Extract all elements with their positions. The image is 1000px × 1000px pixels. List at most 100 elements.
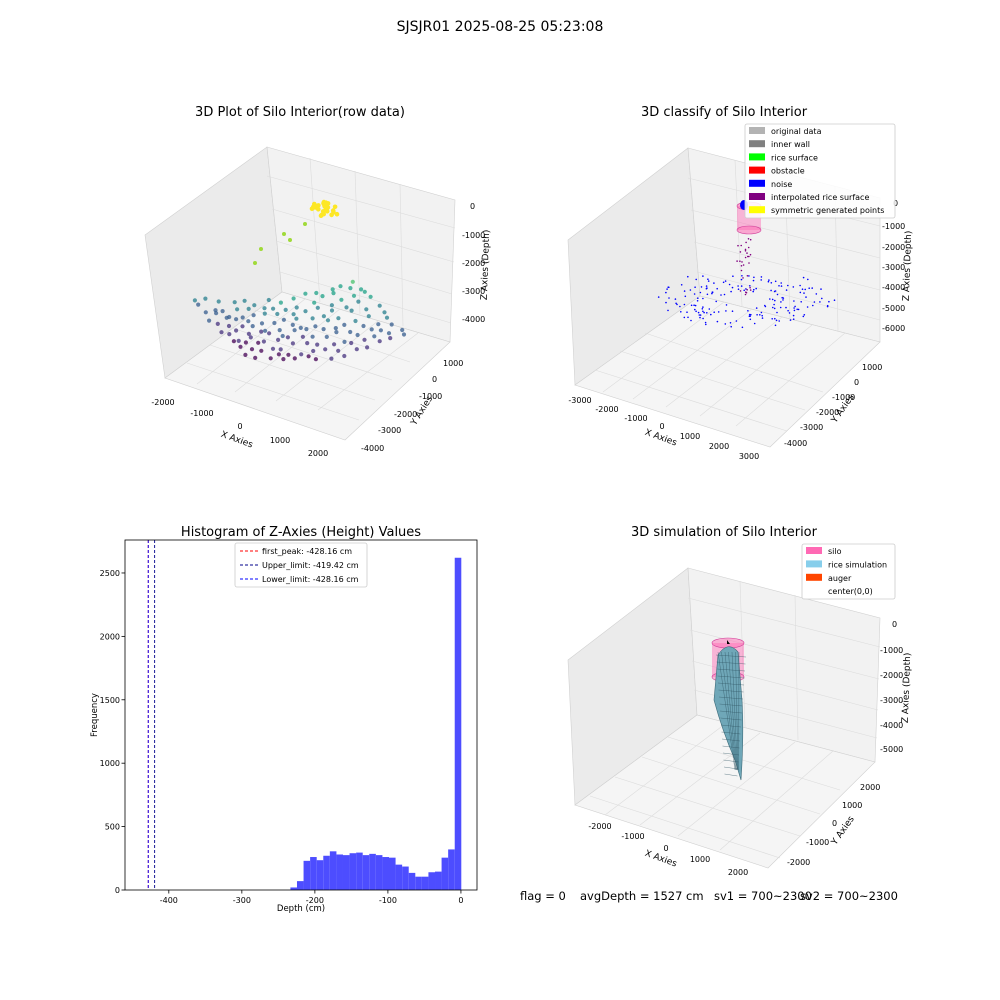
sim-mesh-line: [722, 745, 740, 749]
sim-legend-label: rice simulation: [828, 560, 887, 569]
classify-point: [771, 318, 773, 320]
classify-point: [769, 298, 771, 300]
sim-mesh-line: [724, 651, 737, 771]
classify-point: [792, 318, 795, 321]
classify-point: [725, 304, 728, 306]
raw-point: [342, 339, 347, 344]
raw-point: [378, 328, 383, 333]
raw-point: [275, 311, 280, 317]
raw-point: [207, 318, 212, 323]
classify-point: [731, 310, 734, 313]
sim-mesh-line: [717, 682, 745, 686]
classify-point: [675, 302, 677, 305]
classify-point: [753, 322, 756, 325]
cls-x-tick: -2000: [595, 405, 618, 414]
raw-point: [281, 317, 286, 322]
raw-point: [288, 238, 292, 242]
cls-z-tick: -4000: [882, 283, 905, 292]
raw-point: [316, 203, 321, 208]
hist-vlines: [147, 540, 156, 890]
raw-y-tick: -2000: [394, 410, 417, 419]
raw-point: [316, 207, 321, 212]
sim-x-tick: -1000: [621, 832, 644, 841]
classify-point: [735, 320, 738, 322]
classify-point: [731, 286, 734, 289]
raw-point: [299, 352, 304, 357]
raw-point: [261, 339, 266, 344]
classify-point: [770, 282, 773, 284]
classify-point: [740, 278, 743, 281]
raw-point: [331, 291, 336, 296]
raw-point: [362, 337, 367, 342]
raw-point: [329, 308, 335, 313]
hist-bar-7: [336, 854, 343, 890]
classify-point: [687, 275, 689, 278]
classify-point: [826, 305, 829, 308]
raw-point: [312, 204, 317, 209]
classify-point: [781, 296, 783, 299]
raw-point: [267, 331, 272, 336]
sim-mesh-line: [716, 668, 746, 672]
classify-point: [702, 306, 704, 308]
raw-point: [313, 357, 318, 362]
classify-point: [782, 299, 784, 301]
hist-bar-23: [441, 857, 449, 890]
classify-point: [773, 303, 775, 306]
classify-point: [780, 282, 782, 284]
hist-bar-1: [296, 881, 304, 890]
raw-z-tick: -4000: [462, 315, 485, 324]
raw-point: [282, 232, 286, 236]
sim-z-tick: -3000: [880, 696, 903, 705]
hist-bar-14: [382, 857, 389, 890]
classify-point: [747, 255, 749, 258]
sim-legend: silo rice simulation auger center(0,0): [801, 543, 896, 600]
cls-y-tick: 0: [854, 378, 859, 387]
raw-point: [321, 327, 326, 332]
raw-point: [238, 344, 243, 349]
raw-point: [253, 261, 257, 265]
classify-point: [737, 244, 739, 247]
raw-point: [227, 332, 232, 337]
footer-sv2: sv2 = 700~2300: [800, 889, 898, 903]
classify-point: [749, 286, 751, 289]
classify-point: [760, 311, 763, 314]
classify-point: [716, 320, 719, 323]
classify-point: [739, 251, 742, 253]
classify-point: [746, 252, 748, 254]
auger-icon: [727, 640, 730, 644]
raw-point: [369, 327, 374, 332]
raw-point: [344, 305, 349, 310]
classify-point: [803, 314, 806, 316]
classify-point: [695, 278, 697, 281]
sim-legend-swatch: [806, 573, 822, 581]
classify-point: [775, 319, 778, 322]
raw-y-tick: 0: [432, 375, 437, 384]
raw-point: [359, 287, 364, 292]
classify-point: [740, 285, 743, 287]
raw-point: [364, 307, 369, 312]
classify-point: [687, 316, 689, 319]
classify-point: [808, 287, 810, 290]
classify-point: [702, 317, 704, 320]
classify-point: [771, 298, 774, 301]
panel-classify-title: 3D classify of Silo Interior: [641, 105, 808, 120]
classify-point: [708, 308, 711, 310]
raw-point: [312, 300, 317, 305]
classify-point: [723, 293, 726, 296]
classify-point: [667, 309, 669, 312]
raw-point: [271, 306, 276, 311]
classify-point: [821, 297, 823, 300]
classify-point: [749, 289, 752, 291]
classify-point: [759, 314, 761, 316]
hist-bar-17: [402, 866, 409, 890]
hist-bar-10: [356, 852, 363, 890]
raw-point: [389, 322, 394, 327]
hist-bar-12: [369, 853, 376, 890]
cls-x-tick: 1000: [680, 432, 700, 441]
raw-point: [276, 337, 281, 342]
classify-point: [749, 238, 752, 241]
classify-point: [747, 238, 750, 240]
classify-point: [787, 284, 789, 287]
sim-mesh-line: [728, 651, 737, 771]
raw-x-tick: 0: [237, 422, 242, 431]
